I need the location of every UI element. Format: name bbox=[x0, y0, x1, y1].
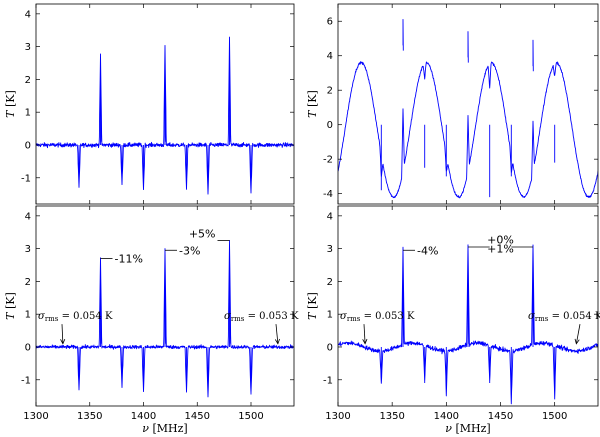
panel-top-left: -1 0 1 2 3 4 T [K] bbox=[4, 3, 295, 205]
annotation-label: -4% bbox=[417, 244, 438, 257]
x-tick-label: 1350 bbox=[379, 411, 404, 422]
rms-label: σrms = 0.054 K bbox=[38, 311, 113, 323]
rms-arrow bbox=[61, 324, 64, 344]
y-tick-label: 0 bbox=[327, 120, 333, 131]
y-tick-label: -2 bbox=[323, 155, 333, 166]
y-axis-label: T [K] bbox=[306, 90, 319, 118]
y-tick-label: -4 bbox=[323, 189, 333, 200]
y-axis-label: T [K] bbox=[306, 292, 319, 320]
x-tick-label: 1300 bbox=[325, 411, 350, 422]
panel-top-right: -4 -2 0 2 4 6 T [K] bbox=[306, 3, 599, 205]
rms-label: σrms = 0.054 K bbox=[528, 311, 600, 323]
y-tick-label: -1 bbox=[21, 173, 31, 184]
y-tick-label: 4 bbox=[25, 211, 31, 222]
x-tick-label: 1450 bbox=[185, 411, 210, 422]
y-tick-label: 4 bbox=[327, 211, 333, 222]
plot-frame bbox=[337, 3, 599, 205]
annotation-label: -3% bbox=[179, 244, 200, 257]
rms-arrow bbox=[575, 324, 581, 344]
plot-frame bbox=[337, 205, 599, 407]
y-tick-label: 0 bbox=[25, 140, 31, 151]
data-trace bbox=[36, 36, 294, 195]
plot-frame bbox=[35, 3, 295, 205]
y-tick-label: 1 bbox=[327, 310, 333, 321]
y-tick-label: 0 bbox=[25, 342, 31, 353]
y-tick-label: 0 bbox=[327, 342, 333, 353]
rms-arrow bbox=[363, 324, 366, 344]
y-tick-label: 2 bbox=[25, 75, 31, 86]
rms-arrowhead bbox=[574, 338, 580, 345]
x-axis-label: ν [MHz] bbox=[142, 422, 187, 435]
x-axis-label: ν [MHz] bbox=[445, 422, 490, 435]
rms-arrowhead bbox=[362, 338, 368, 345]
x-tick-label: 1500 bbox=[542, 411, 567, 422]
y-tick-label: 4 bbox=[327, 51, 333, 62]
data-trace bbox=[338, 19, 598, 199]
data-trace bbox=[338, 244, 598, 405]
y-tick-label: 3 bbox=[25, 244, 31, 255]
rms-arrowhead bbox=[274, 338, 280, 345]
annotation-label: +5% bbox=[189, 227, 216, 240]
plot-frame bbox=[35, 205, 295, 407]
x-tick-label: 1350 bbox=[77, 411, 102, 422]
y-tick-label: 2 bbox=[25, 277, 31, 288]
annotation-label: -11% bbox=[115, 252, 143, 265]
rms-label: σrms = 0.053 K bbox=[224, 311, 299, 323]
x-tick-label: 1500 bbox=[238, 411, 263, 422]
y-tick-label: 3 bbox=[327, 244, 333, 255]
y-tick-label: 6 bbox=[327, 17, 333, 28]
y-tick-label: 2 bbox=[327, 86, 333, 97]
y-tick-label: 4 bbox=[25, 9, 31, 20]
panel-bottom-right: -1 0 1 2 3 4 1300 1350 1400 1450 1500 T [K] ν [MHz] -… bbox=[306, 205, 600, 435]
y-tick-label: 1 bbox=[25, 310, 31, 321]
annotation-label: +1% bbox=[487, 243, 514, 256]
y-axis-label: T [K] bbox=[4, 292, 17, 320]
x-tick-label: 1450 bbox=[488, 411, 513, 422]
rms-arrow bbox=[275, 324, 279, 344]
rms-label: σrms = 0.053 K bbox=[340, 311, 415, 323]
annotation-label: +0% bbox=[487, 233, 514, 246]
panel-bottom-left: -1 0 1 2 3 4 1300 1350 1400 1450 1500 T [K] ν [MHz] -… bbox=[4, 205, 299, 435]
y-tick-label: 1 bbox=[25, 108, 31, 119]
y-tick-label: -1 bbox=[21, 375, 31, 386]
y-tick-label: 3 bbox=[25, 42, 31, 53]
x-tick-label: 1400 bbox=[131, 411, 156, 422]
x-tick-label: 1400 bbox=[434, 411, 459, 422]
y-tick-label: -1 bbox=[323, 375, 333, 386]
x-tick-label: 1300 bbox=[23, 411, 48, 422]
y-axis-label: T [K] bbox=[4, 90, 17, 118]
y-tick-label: 2 bbox=[327, 277, 333, 288]
rms-arrowhead bbox=[60, 338, 66, 345]
